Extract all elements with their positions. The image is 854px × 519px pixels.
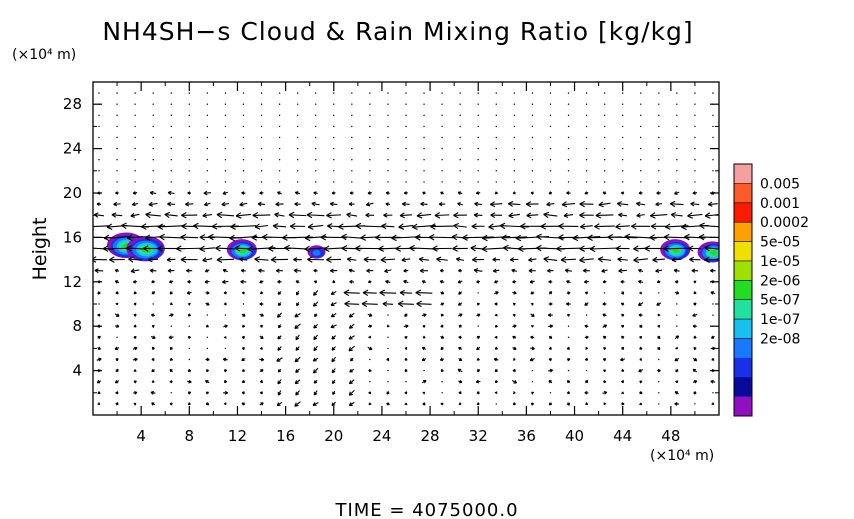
colorbar-swatch	[734, 260, 752, 281]
colorbar-level-label: 5e-07	[760, 293, 800, 309]
x-tick-label: 8	[185, 427, 195, 445]
plot-area	[93, 92, 719, 407]
colorbar-swatch	[734, 319, 752, 339]
colorbar-level-label: 2e-06	[760, 273, 800, 289]
colorbar-swatch	[734, 241, 752, 262]
x-axis: 4 8 12 16 20 24 28 32 36 40 44 48	[116, 82, 696, 445]
x-tick-label: 48	[661, 427, 680, 445]
colorbar-swatch	[734, 222, 752, 242]
x-tick-label: 28	[421, 427, 440, 445]
y-tick-label: 8	[72, 317, 82, 335]
colorbar-swatch	[734, 183, 752, 204]
colorbar-level-label: 0.001	[760, 196, 800, 212]
colorbar-swatch	[734, 377, 752, 398]
x-tick-label: 4	[136, 427, 146, 445]
y-tick-label: 28	[63, 95, 82, 113]
x-tick-label: 32	[469, 427, 488, 445]
x-tick-label: 20	[324, 427, 343, 445]
colorbar-swatch	[734, 280, 752, 301]
colorbar-level-label: 0.005	[760, 176, 800, 192]
cloud-patch	[307, 245, 326, 259]
y-axis: 4 8 12 16 20 24 28	[63, 95, 719, 394]
cloud-patch	[226, 239, 257, 261]
colorbar-swatch	[734, 299, 752, 320]
x-tick-label: 12	[228, 427, 247, 445]
colorbar-frame	[733, 163, 753, 417]
x-unit-label: (×10⁴ m)	[650, 448, 714, 464]
chart-title: NH4SH−s Cloud & Rain Mixing Ratio [kg/kg…	[102, 17, 693, 46]
colorbar-level-label: 5e-05	[760, 235, 800, 251]
colorbar-level-label: 1e-07	[760, 312, 800, 328]
colorbar-level-label: 2e-08	[760, 331, 800, 347]
colorbar-level-label: 0.0002	[760, 215, 809, 231]
time-label: TIME = 4075000.0	[334, 500, 518, 519]
y-tick-label: 4	[72, 362, 82, 380]
x-tick-label: 16	[276, 427, 295, 445]
y-unit-label: (×10⁴ m)	[12, 47, 76, 63]
colorbar-level-label: 1e-05	[760, 254, 800, 270]
x-tick-label: 36	[517, 427, 536, 445]
wind-vector-field	[93, 92, 719, 407]
colorbar-swatch	[734, 338, 752, 359]
x-tick-label: 40	[565, 427, 584, 445]
y-tick-label: 20	[63, 184, 82, 202]
y-axis-label: Height	[29, 218, 51, 281]
colorbar-swatch	[734, 164, 752, 184]
y-tick-label: 12	[63, 273, 82, 291]
x-tick-label: 44	[613, 427, 632, 445]
x-tick-label: 24	[372, 427, 391, 445]
y-tick-label: 24	[63, 140, 82, 158]
colorbar-swatch	[734, 202, 752, 223]
colorbar: 0.005 0.001 0.0002 5e-05 1e-05 2e-06 5e-07 1e-0…	[733, 163, 809, 417]
colorbar-swatch	[734, 357, 752, 378]
y-tick-label: 16	[63, 228, 82, 246]
colorbar-swatch	[734, 396, 752, 417]
